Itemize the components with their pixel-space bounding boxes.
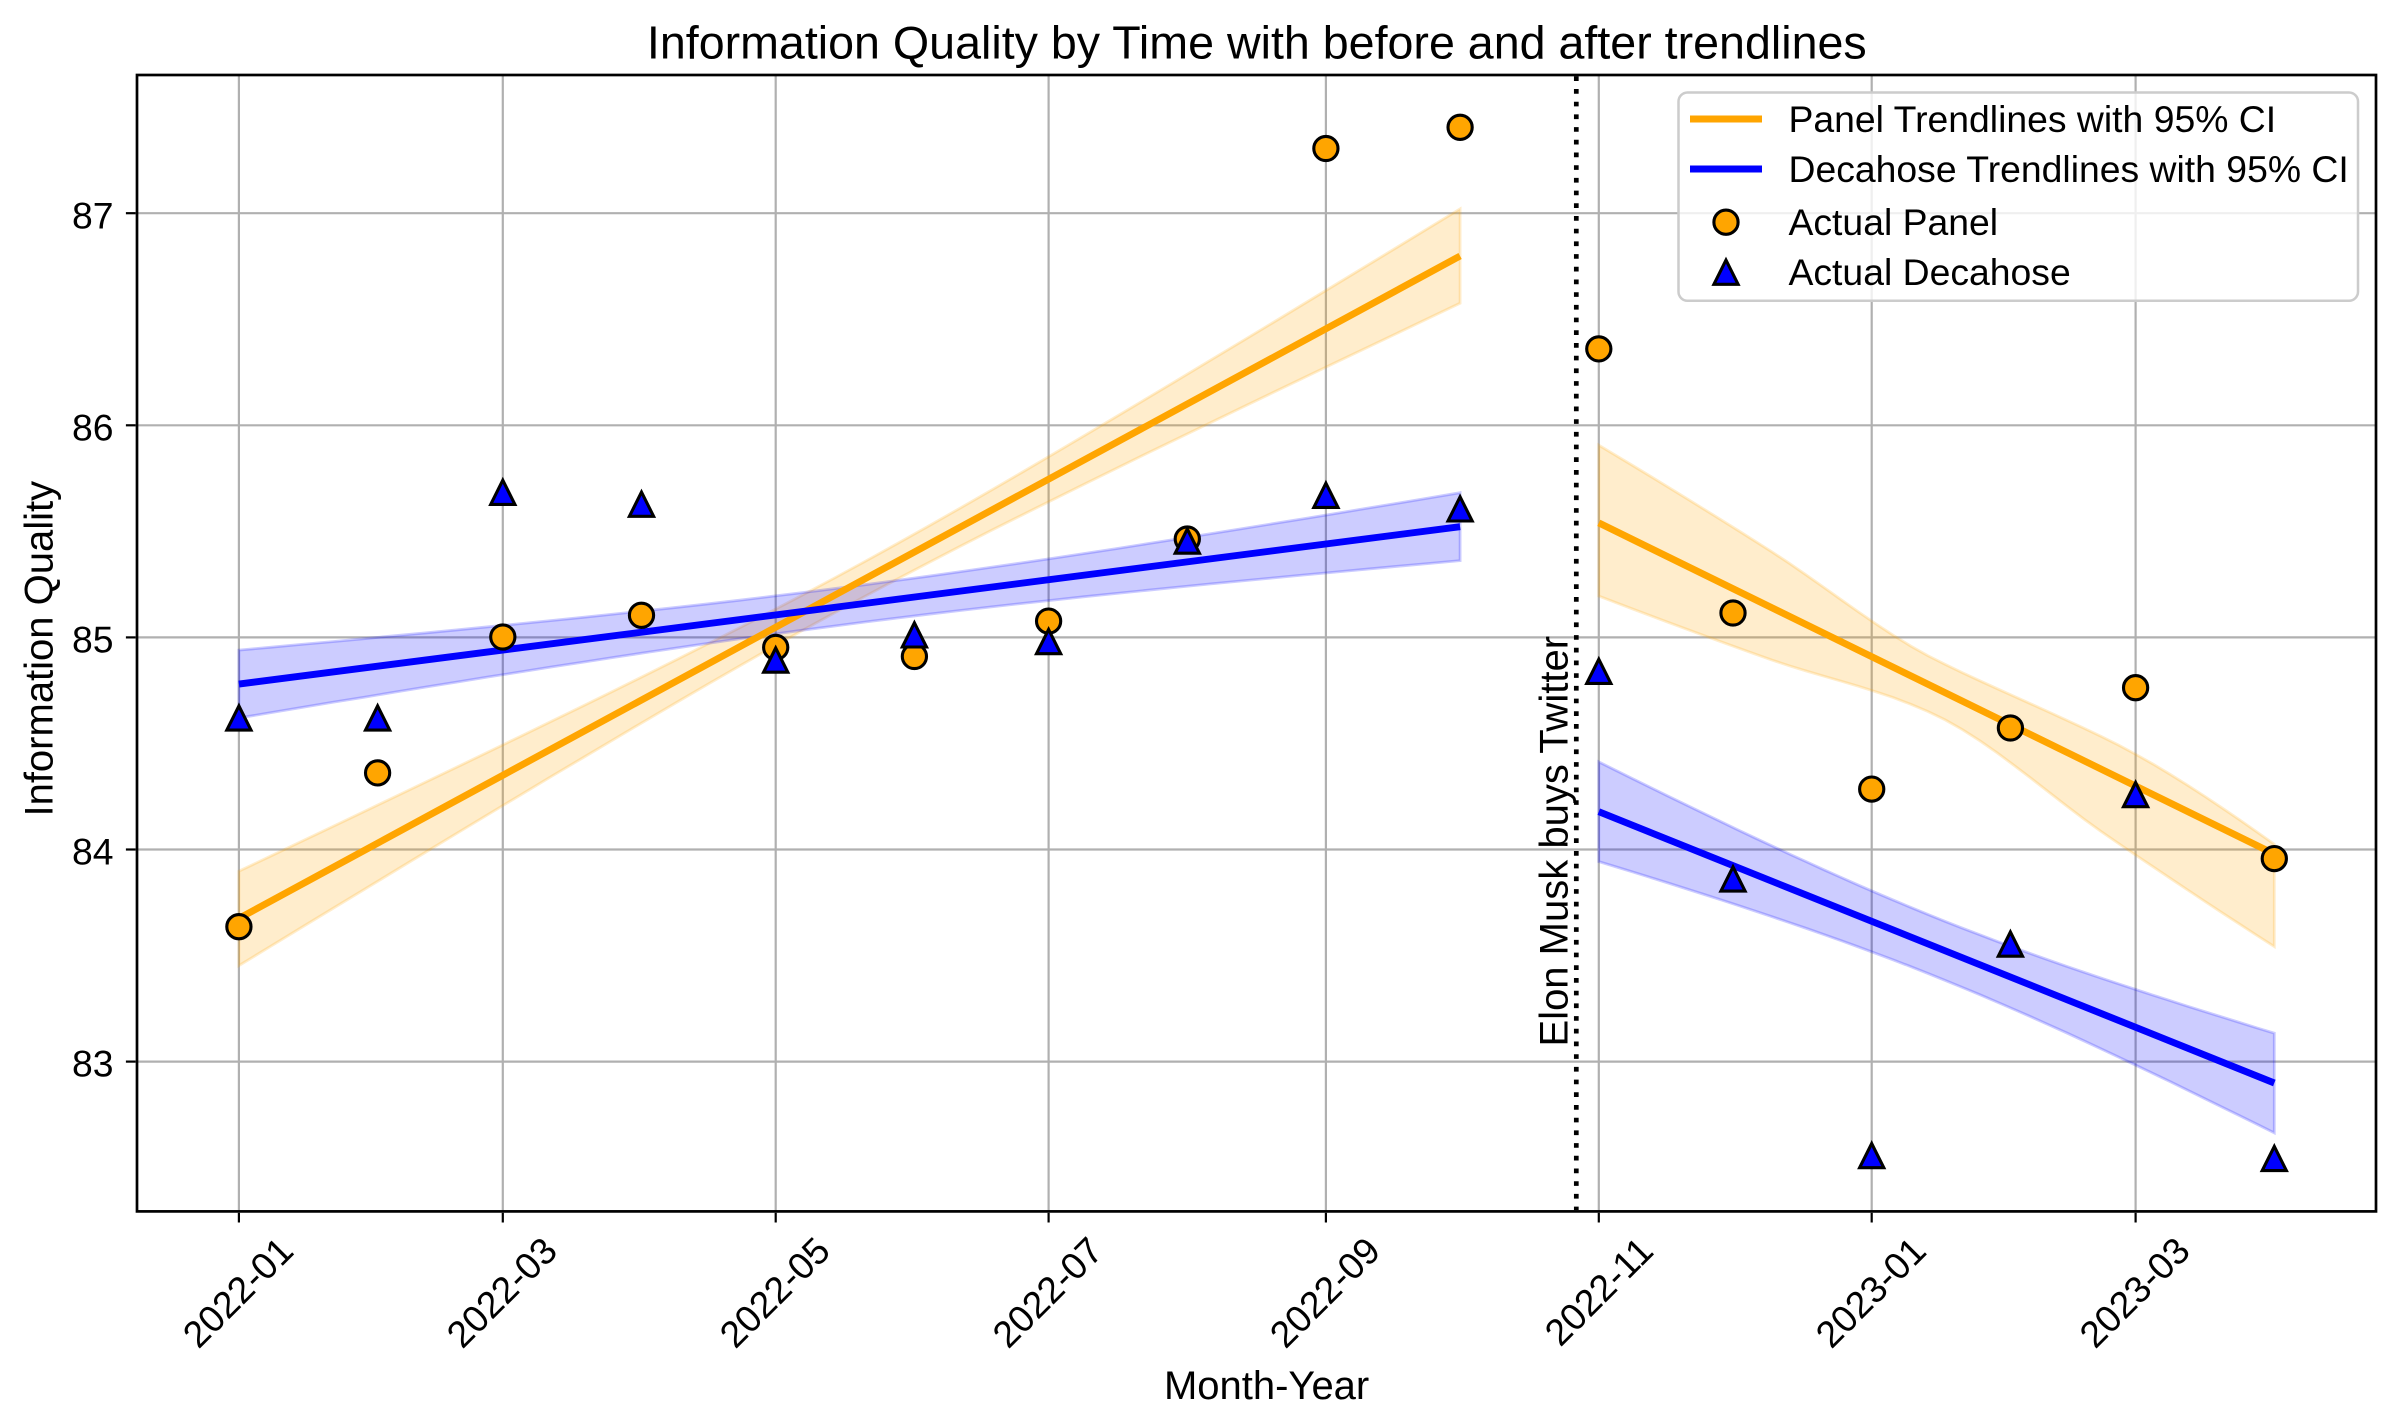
svg-text:Month-Year: Month-Year bbox=[1164, 1364, 1369, 1408]
svg-text:85: 85 bbox=[72, 619, 114, 661]
svg-text:86: 86 bbox=[72, 406, 114, 448]
svg-text:Panel Trendlines with 95% CI: Panel Trendlines with 95% CI bbox=[1789, 98, 2277, 140]
svg-text:Actual Panel: Actual Panel bbox=[1789, 201, 1999, 243]
svg-text:83: 83 bbox=[72, 1043, 114, 1085]
svg-text:Information Quality by Time wi: Information Quality by Time with before … bbox=[647, 17, 1867, 69]
svg-text:Actual Decahose: Actual Decahose bbox=[1789, 251, 2071, 293]
svg-text:84: 84 bbox=[72, 831, 114, 873]
svg-text:Elon Musk buys Twitter: Elon Musk buys Twitter bbox=[1532, 636, 1576, 1047]
svg-text:Information Quality: Information Quality bbox=[18, 481, 62, 817]
svg-text:Decahose Trendlines with 95% C: Decahose Trendlines with 95% CI bbox=[1789, 148, 2349, 190]
svg-text:87: 87 bbox=[72, 194, 114, 236]
